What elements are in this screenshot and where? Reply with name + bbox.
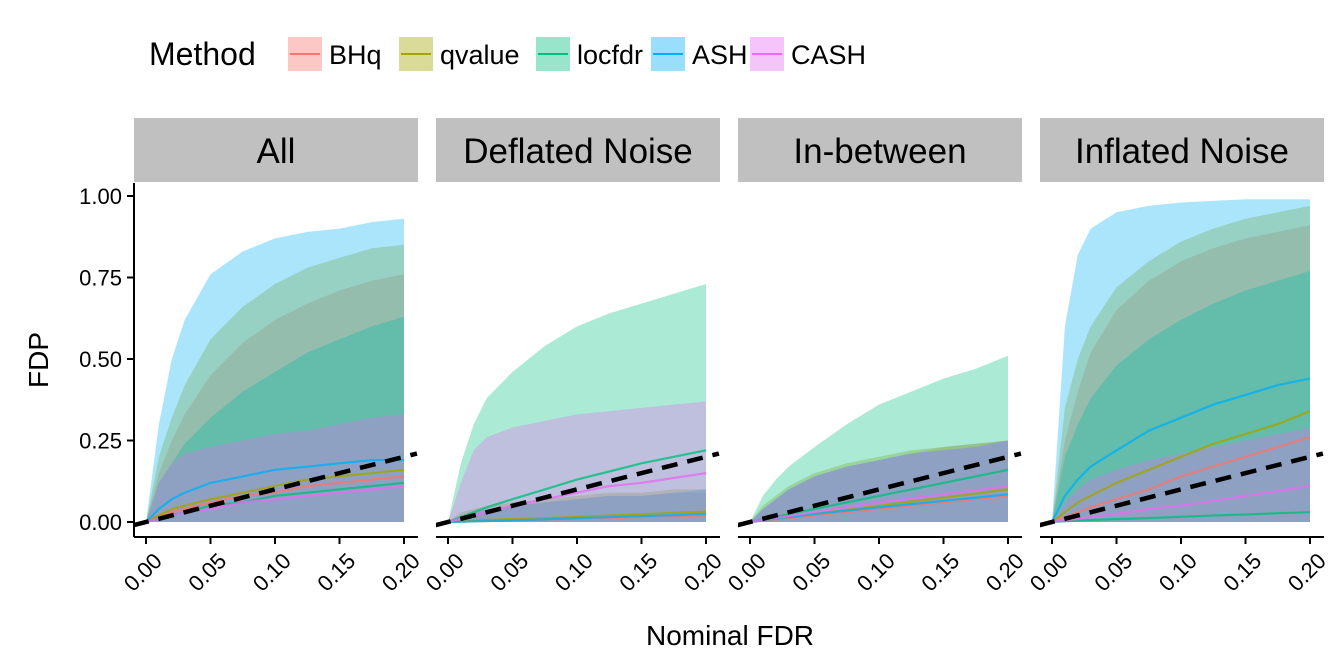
legend-label-qvalue: qvalue <box>440 40 520 70</box>
line-bhq <box>1051 436 1311 524</box>
plot-area <box>436 284 720 528</box>
ribbon-cash <box>448 401 706 522</box>
x-tick-label: 0.00 <box>421 548 469 596</box>
legend-entry-locfdr: locfdr <box>536 37 643 71</box>
x-tick-label: 0.00 <box>723 548 771 596</box>
x-axis-label: Nominal FDR <box>646 620 814 651</box>
x-tick-label: 0.10 <box>248 548 296 596</box>
legend-entry-bhq: BHq <box>288 37 382 71</box>
x-tick-label: 0.05 <box>1089 548 1137 596</box>
legend-title: Method <box>149 36 256 72</box>
y-tick-label: 0.50 <box>79 347 122 372</box>
legend-entry-qvalue: qvalue <box>399 37 520 71</box>
legend-label-bhq: BHq <box>329 40 382 70</box>
x-tick-label: 0.15 <box>916 548 964 596</box>
x-tick-label: 0.15 <box>1218 548 1266 596</box>
x-tick-label: 0.20 <box>377 548 425 596</box>
x-tick-label: 0.05 <box>485 548 533 596</box>
panel-3: In-between 0.00 0.05 0.10 0.15 0.20 <box>723 118 1029 596</box>
x-tick-label: 0.10 <box>1154 548 1202 596</box>
facet-strip <box>436 118 720 182</box>
ribbon-locfdr <box>1052 271 1310 522</box>
x-tick-label: 0.20 <box>679 548 727 596</box>
facet-strip-title: All <box>257 132 296 171</box>
ribbon-qvalue <box>1052 205 1310 523</box>
ribbon-cash <box>146 414 404 522</box>
line-qvalue <box>145 468 405 523</box>
line-ash <box>447 512 707 524</box>
line-locfdr <box>447 449 707 524</box>
x-tick-label: 0.20 <box>981 548 1029 596</box>
legend-entries: BHq qvalue locfdr ASH CASH <box>288 37 866 71</box>
y-tick-label: 0.00 <box>79 510 122 535</box>
reference-line <box>134 451 418 528</box>
ribbon-qvalue <box>146 244 404 522</box>
panel-1: All 0.00 0.25 0.50 0.75 1.00 0.00 0.05 0.10 0.15 0… <box>79 118 425 596</box>
x-tick-label: 0.05 <box>183 548 231 596</box>
y-tick-label: 0.25 <box>79 429 122 454</box>
x-tick-label: 0.10 <box>852 548 900 596</box>
x-tick-label: 0.10 <box>550 548 598 596</box>
x-tick-label: 0.15 <box>312 548 360 596</box>
legend-entry-ash: ASH <box>651 37 748 71</box>
legend-label-locfdr: locfdr <box>577 40 643 70</box>
plot-area <box>1040 199 1324 528</box>
line-locfdr <box>1051 511 1311 524</box>
y-axis-label: FDP <box>23 332 54 388</box>
ribbon-ash <box>146 218 404 523</box>
ribbon-locfdr <box>750 355 1008 522</box>
x-tick-label: 0.05 <box>787 548 835 596</box>
panel-2: Deflated Noise 0.00 0.05 0.10 0.15 0.20 <box>421 118 727 596</box>
ribbon-bhq <box>146 274 404 522</box>
ribbon-ash <box>1052 199 1310 523</box>
facet-strip <box>738 118 1022 182</box>
legend: Method BHq qvalue locfdr ASH CASH <box>149 36 866 72</box>
reference-line <box>738 451 1022 528</box>
legend-entry-cash: CASH <box>750 37 866 71</box>
y-tick-label: 0.75 <box>79 266 122 291</box>
facet-strip-title: In-between <box>793 132 966 171</box>
y-tick-label: 1.00 <box>79 184 122 209</box>
plot-area <box>738 355 1022 528</box>
facet-strip <box>134 118 418 182</box>
x-tick-label: 0.00 <box>1025 548 1073 596</box>
line-ash <box>1051 377 1311 523</box>
ribbon-locfdr <box>146 316 404 522</box>
legend-label-cash: CASH <box>791 40 866 70</box>
legend-label-ash: ASH <box>692 40 748 70</box>
x-tick-label: 0.20 <box>1283 548 1331 596</box>
reference-line <box>1040 451 1324 528</box>
facet-strip-title: Inflated Noise <box>1075 132 1289 171</box>
line-ash <box>145 459 404 523</box>
facet-strip <box>1040 118 1324 182</box>
plot-area <box>134 218 418 528</box>
facet-panels: All 0.00 0.25 0.50 0.75 1.00 0.00 0.05 0.10 0.15 0… <box>79 118 1331 596</box>
reference-line <box>436 451 720 528</box>
x-tick-label: 0.15 <box>614 548 662 596</box>
facet-strip-title: Deflated Noise <box>463 132 693 171</box>
panel-4: Inflated Noise 0.00 0.05 0.10 0.15 0.20 <box>1025 118 1331 596</box>
ribbon-bhq <box>1052 225 1310 523</box>
line-qvalue <box>1051 410 1311 523</box>
line-cash <box>1051 485 1311 524</box>
x-tick-label: 0.00 <box>119 548 167 596</box>
